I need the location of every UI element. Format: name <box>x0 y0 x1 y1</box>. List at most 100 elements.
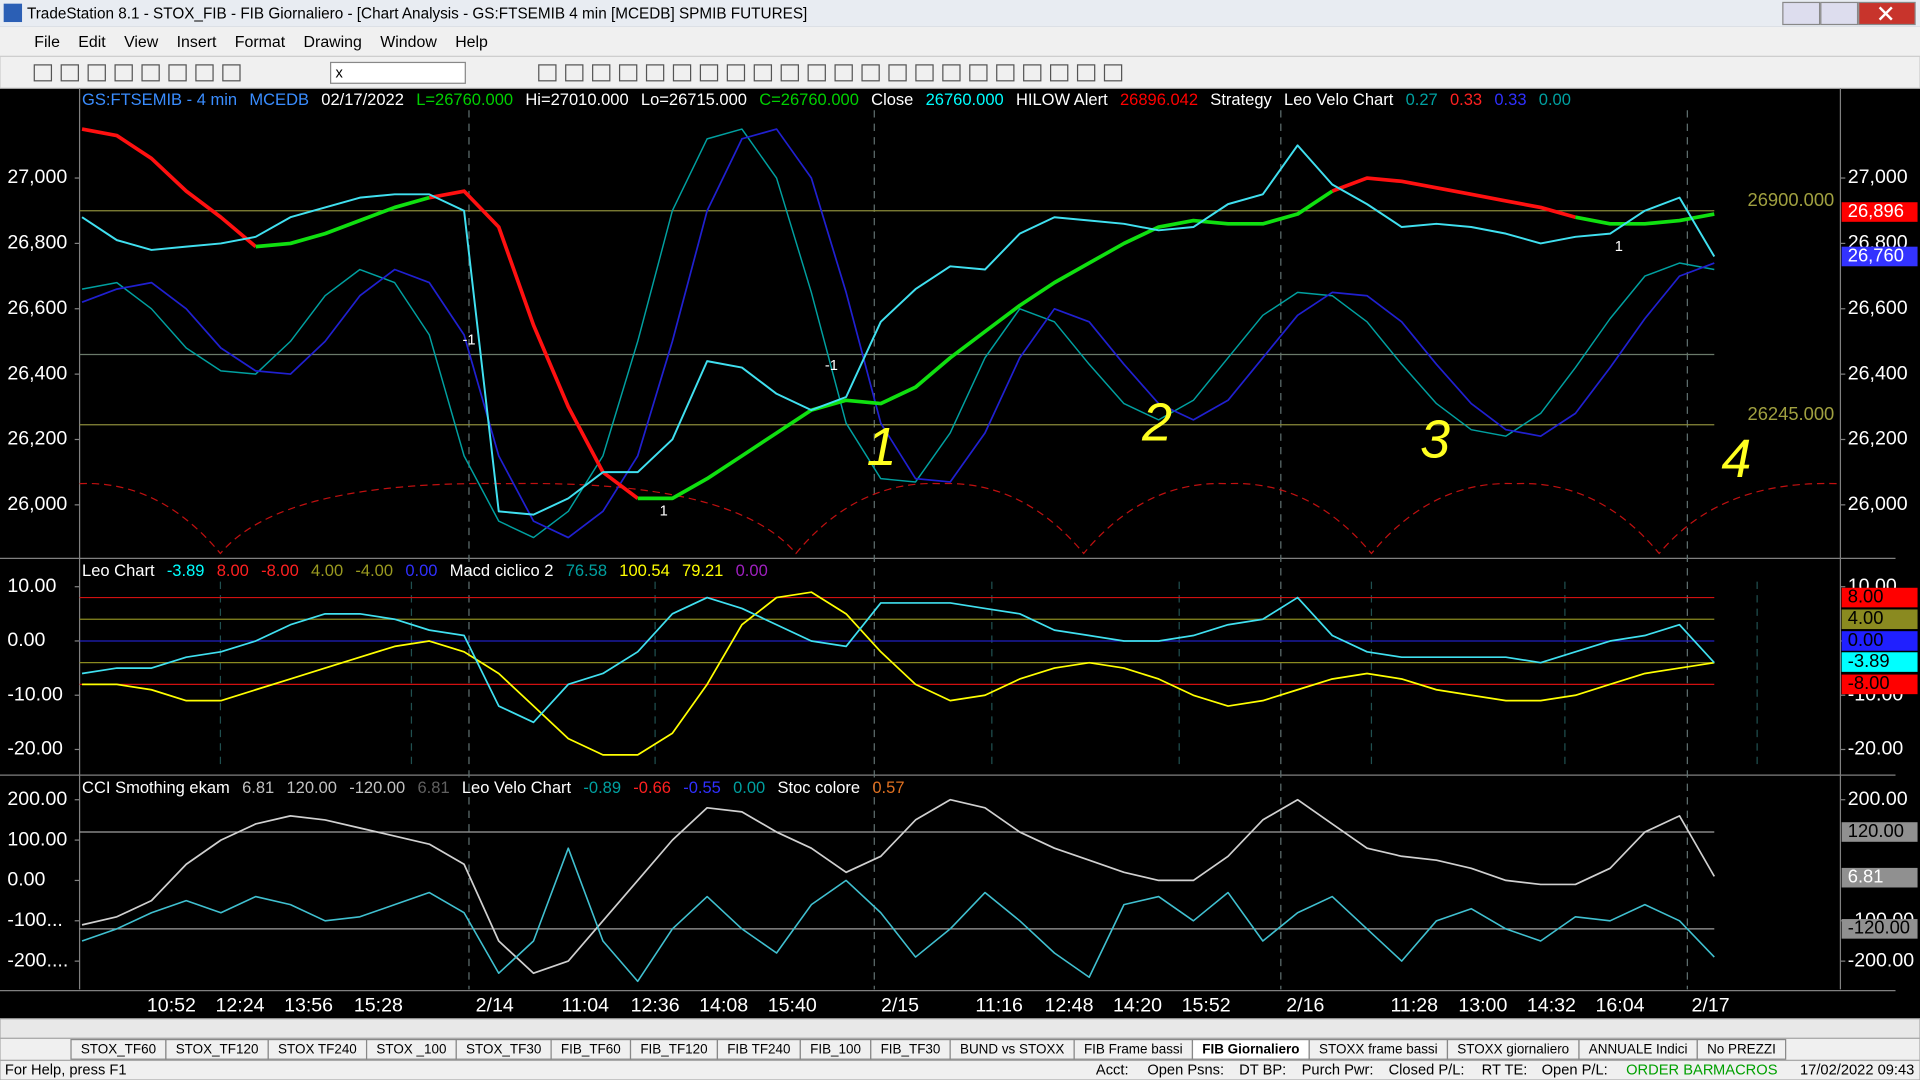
toolbar-icon[interactable] <box>33 64 53 82</box>
tab-label: STOXX giornaliero <box>1457 1042 1569 1057</box>
price-label: 26,896 <box>1848 200 1904 221</box>
status-item: MACROS <box>1713 1063 1778 1079</box>
header-item: 0.00 <box>405 561 437 580</box>
header-item: Close <box>871 90 913 109</box>
toolbar-icon[interactable] <box>834 64 853 82</box>
toolbar-icon[interactable] <box>861 64 880 82</box>
menu-item[interactable]: Edit <box>78 34 106 51</box>
status-item: 17/02/2022 09:43 <box>1800 1063 1914 1079</box>
y-tick-label: 10.00 <box>7 575 56 597</box>
status-item: Purch Pwr: <box>1302 1063 1374 1079</box>
toolbar-icon[interactable] <box>942 64 961 82</box>
handwritten-annotation: 3 <box>1420 409 1450 469</box>
toolbar-icon[interactable] <box>592 64 611 82</box>
toolbar-icon[interactable] <box>1103 64 1123 82</box>
toolbar-icon[interactable] <box>222 64 241 82</box>
toolbar-icon[interactable] <box>618 64 638 82</box>
menu-item[interactable]: Window <box>380 34 437 51</box>
menu-item[interactable]: Format <box>235 34 286 51</box>
minimize-button[interactable] <box>1782 1 1821 26</box>
header-item: 8.00 <box>217 561 249 580</box>
menu-item[interactable]: Drawing <box>304 34 362 51</box>
header-item: Stoc colore <box>778 778 861 797</box>
toolbar-icon[interactable] <box>1050 64 1069 82</box>
y-tick-label-right: 26,400 <box>1848 362 1908 384</box>
menu-item[interactable]: Insert <box>177 34 217 51</box>
y-tick-label-right: 200.00 <box>1848 788 1908 810</box>
toolbar-icon[interactable] <box>141 64 160 82</box>
title-bar <box>0 0 1920 27</box>
toolbar-icon[interactable] <box>1023 64 1042 82</box>
header-item: CCI Smothing ekam <box>82 778 230 797</box>
price-label: 26,760 <box>1848 244 1904 265</box>
toolbar-icon[interactable] <box>114 64 133 82</box>
y-tick-label: 100.00 <box>7 828 67 850</box>
app-icon <box>3 3 23 23</box>
maximize-button[interactable] <box>1820 1 1859 26</box>
status-item: RT TE: <box>1482 1063 1528 1079</box>
header-item: Leo Chart <box>82 561 155 580</box>
toolbar-icon[interactable] <box>753 64 773 82</box>
toolbar-icon[interactable] <box>87 64 106 82</box>
y-tick-label: -200.... <box>7 949 68 971</box>
menu-bar <box>0 26 1920 57</box>
toolbar-icon[interactable] <box>996 64 1015 82</box>
toolbar-icon[interactable] <box>168 64 187 82</box>
scroll-bar[interactable] <box>0 1018 1920 1039</box>
menu-item[interactable]: View <box>124 34 159 51</box>
toolbar-icon[interactable] <box>726 64 746 82</box>
header-item: 100.54 <box>619 561 670 580</box>
menu-item[interactable]: Help <box>455 34 488 51</box>
tab-label: FIB TF240 <box>727 1042 790 1057</box>
toolbar-icon[interactable] <box>969 64 988 82</box>
signal-marker: -1 <box>462 332 475 348</box>
header-item: -120.00 <box>349 778 405 797</box>
toolbar-icon[interactable] <box>888 64 907 82</box>
toolbar-icon[interactable] <box>672 64 692 82</box>
y-tick-label: 0.00 <box>7 629 45 651</box>
toolbar-icon[interactable] <box>1076 64 1096 82</box>
price-label: 0.00 <box>1848 629 1884 650</box>
x-tick-label: 12:48 <box>1044 995 1093 1017</box>
x-tick-label: 14:20 <box>1113 995 1162 1017</box>
toolbar-icon[interactable] <box>645 64 665 82</box>
y-tick-label-right: 27,000 <box>1848 166 1908 188</box>
symbol-box[interactable] <box>330 61 466 84</box>
x-tick-label: 16:04 <box>1596 995 1645 1017</box>
price-label: 120.00 <box>1848 820 1904 841</box>
header-item: -4.00 <box>355 561 393 580</box>
level-label: 26900.000 <box>1747 189 1834 210</box>
toolbar-icon[interactable] <box>60 64 79 82</box>
toolbar-icon[interactable] <box>699 64 719 82</box>
toolbar-icon[interactable] <box>195 64 214 82</box>
header-item: -0.66 <box>633 778 671 797</box>
price-label: 4.00 <box>1848 607 1884 628</box>
status-item: ORDER BAR <box>1626 1063 1713 1079</box>
signal-marker: -1 <box>825 358 838 374</box>
status-item: For Help, press F1 <box>5 1063 127 1079</box>
series-line <box>81 128 1715 539</box>
toolbar-icon[interactable] <box>915 64 934 82</box>
menu-item[interactable]: File <box>34 34 60 51</box>
tab[interactable] <box>1696 1038 1787 1060</box>
y-tick-label-right: 26,200 <box>1848 428 1908 450</box>
header-item: 0.00 <box>733 778 765 797</box>
handwritten-annotation: 2 <box>1141 392 1172 452</box>
price-label-bg <box>1841 867 1918 888</box>
header-item: Leo Velo Chart <box>462 778 572 797</box>
toolbar-icon[interactable] <box>538 64 557 82</box>
window-title: TradeStation 8.1 - STOX_FIB - FIB Giorna… <box>27 6 807 23</box>
level-label: 26245.000 <box>1747 403 1834 424</box>
toolbar-icon[interactable] <box>565 64 584 82</box>
series-line <box>81 144 1716 516</box>
header-item: 6.81 <box>242 778 274 797</box>
x-tick-label: 10:52 <box>147 995 196 1017</box>
toolbar-icon[interactable] <box>807 64 826 82</box>
series-line <box>81 847 1715 983</box>
toolbar-icon[interactable] <box>780 64 799 82</box>
x-tick-label: 12:24 <box>216 995 265 1017</box>
x-tick-label: 11:28 <box>1391 995 1439 1017</box>
x-tick-label: 2/15 <box>881 995 919 1017</box>
price-label-bg <box>1841 919 1918 939</box>
y-tick-label-right: -200.00 <box>1848 949 1915 971</box>
